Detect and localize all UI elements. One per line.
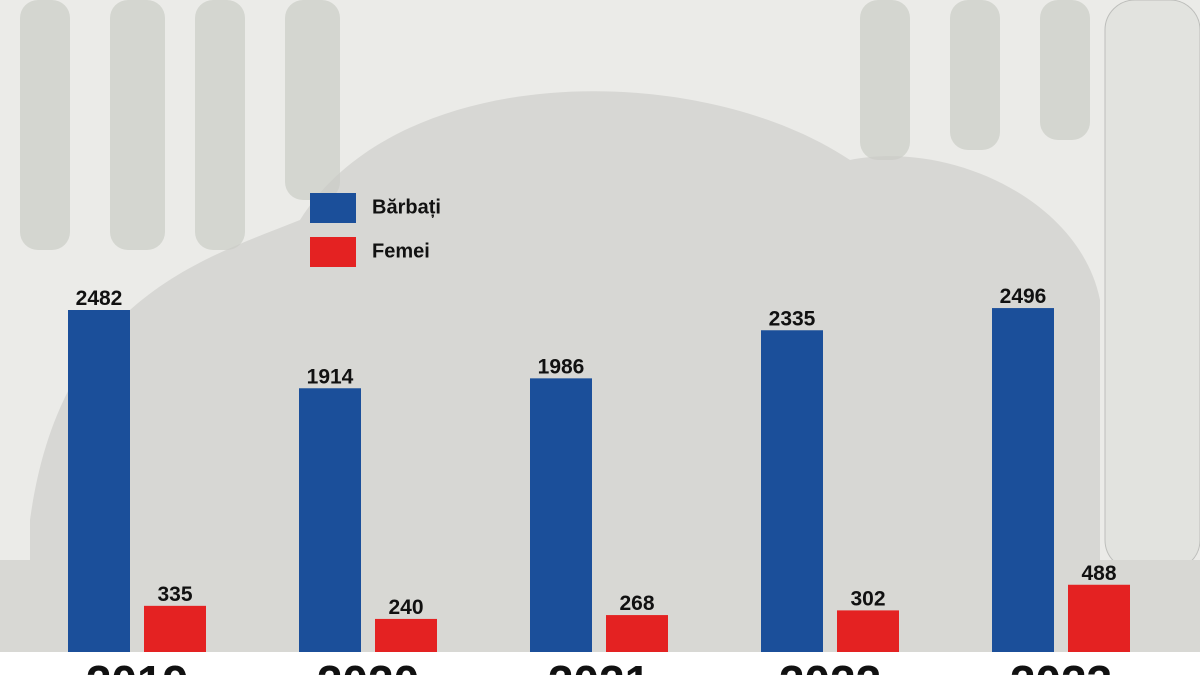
bar [606, 615, 668, 652]
x-tick-label: 2021 [548, 656, 650, 675]
legend-label: Femei [372, 240, 430, 262]
bar [375, 618, 437, 652]
value-label: 240 [388, 596, 423, 619]
bar [1068, 584, 1130, 652]
footer-strip [0, 652, 1200, 675]
value-label: 1914 [307, 365, 354, 388]
legend-swatch [310, 237, 356, 267]
x-tick-label: 2023 [1010, 656, 1112, 675]
bar [144, 605, 206, 652]
bar [68, 310, 130, 652]
legend-label: Bărbați [372, 196, 441, 218]
bar [992, 308, 1054, 652]
value-label: 2335 [769, 307, 816, 330]
value-label: 302 [850, 587, 885, 610]
bar [299, 388, 361, 652]
value-label: 488 [1081, 562, 1116, 585]
value-label: 2496 [1000, 285, 1047, 308]
background-bottles [20, 0, 1090, 250]
bar [837, 610, 899, 652]
value-label: 268 [619, 592, 654, 615]
background-figure [30, 91, 1100, 560]
bar [530, 378, 592, 652]
value-label: 2482 [76, 287, 123, 310]
legend-swatch [310, 193, 356, 223]
value-label: 1986 [538, 355, 585, 378]
background-bottle [1104, 0, 1200, 571]
value-label: 335 [157, 583, 192, 606]
x-tick-label: 2020 [317, 656, 419, 675]
x-tick-label: 2022 [779, 656, 881, 675]
bar [761, 330, 823, 652]
x-tick-label: 2019 [86, 656, 188, 675]
